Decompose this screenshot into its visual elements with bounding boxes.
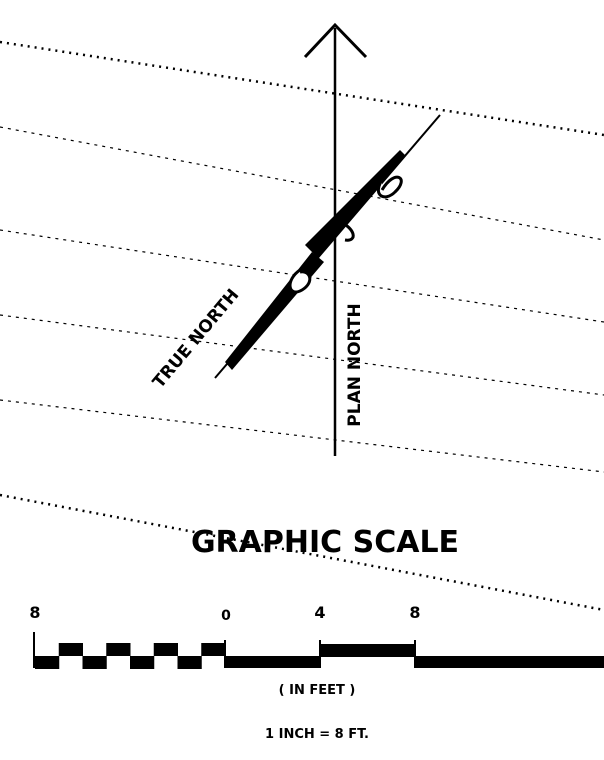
- scale-units: ( IN FEET ): [279, 683, 356, 698]
- graphic-scale: GRAPHIC SCALE 8 0 4 8 ( IN FEET ) 1 INCH…: [29, 525, 604, 742]
- true-north-band: [305, 150, 406, 258]
- scale-check: [82, 656, 107, 669]
- scale-bar: [33, 632, 604, 669]
- scale-check: [106, 643, 131, 656]
- dotted-line: [0, 314, 604, 396]
- curl: [339, 220, 355, 242]
- scale-check: [35, 656, 60, 669]
- scale-ratio: 1 INCH = 8 FT.: [265, 727, 369, 742]
- scale-segment: [225, 656, 320, 668]
- scale-segment: [415, 656, 604, 668]
- scale-check: [153, 643, 178, 656]
- curl: [288, 268, 312, 294]
- true-north-label: TRUE NORTH: [149, 285, 243, 392]
- scale-title: GRAPHIC SCALE: [191, 525, 459, 560]
- dotted-line: [0, 40, 604, 137]
- scale-label: 4: [314, 603, 325, 622]
- scale-check: [58, 643, 83, 656]
- true-north-band: [225, 252, 324, 370]
- dotted-line: [0, 399, 604, 473]
- curl: [376, 175, 403, 199]
- dotted-line: [0, 493, 604, 612]
- scale-check: [130, 656, 155, 669]
- scale-check: [177, 656, 202, 669]
- scale-segment: [320, 644, 415, 657]
- scale-label: 8: [409, 603, 420, 622]
- scale-label: 0: [221, 608, 231, 624]
- scale-label: 8: [29, 603, 40, 622]
- north-arrow: TRUE NORTH PLAN NORTH: [149, 22, 441, 456]
- dotted-line: [0, 126, 604, 241]
- plan-north-label: PLAN NORTH: [345, 303, 365, 426]
- arrow-head: [303, 22, 368, 59]
- scale-check: [201, 643, 226, 656]
